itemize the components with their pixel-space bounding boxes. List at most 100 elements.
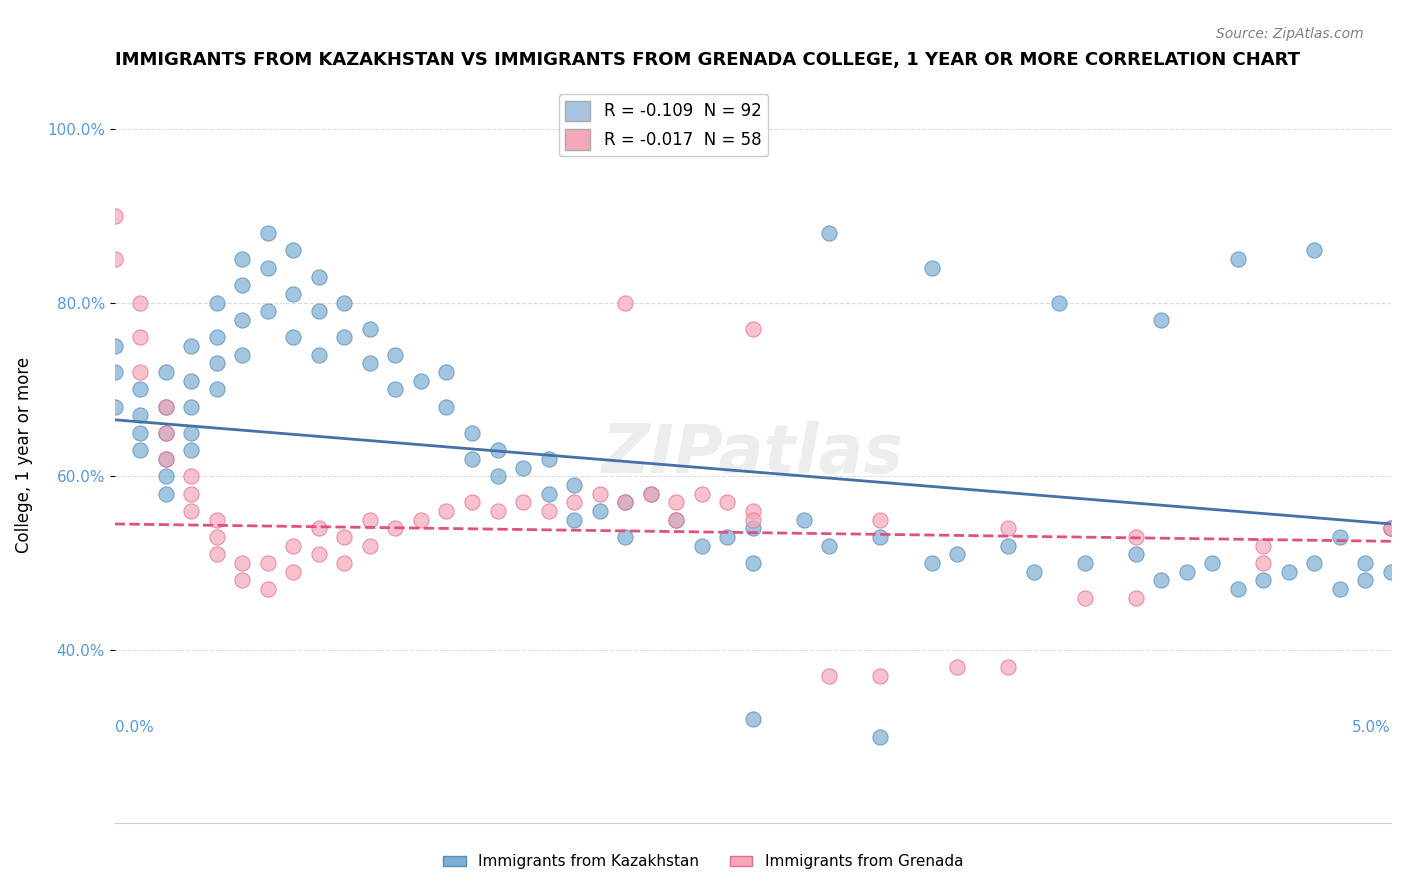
Point [818, 226, 841, 240]
Point [129, 409, 152, 423]
Point [231, 556, 253, 570]
Point [562, 513, 585, 527]
Point [155, 400, 177, 414]
Point [1253, 574, 1275, 588]
Point [741, 513, 763, 527]
Point [129, 425, 152, 440]
Point [104, 209, 127, 223]
Point [486, 469, 509, 483]
Point [359, 356, 381, 370]
Point [180, 339, 202, 353]
Point [231, 574, 253, 588]
Point [308, 521, 330, 535]
Point [1379, 521, 1402, 535]
Point [588, 486, 610, 500]
Point [1125, 591, 1147, 605]
Point [308, 269, 330, 284]
Point [409, 374, 432, 388]
Point [537, 504, 560, 518]
Point [741, 504, 763, 518]
Point [741, 712, 763, 726]
Point [1150, 313, 1173, 327]
Point [283, 286, 305, 301]
Point [741, 321, 763, 335]
Point [486, 443, 509, 458]
Point [333, 295, 356, 310]
Point [614, 295, 637, 310]
Point [180, 425, 202, 440]
Point [104, 365, 127, 379]
Point [716, 495, 738, 509]
Point [384, 383, 406, 397]
Text: 5.0%: 5.0% [1353, 720, 1391, 735]
Point [308, 348, 330, 362]
Point [283, 244, 305, 258]
Point [461, 425, 484, 440]
Point [436, 365, 458, 379]
Point [129, 383, 152, 397]
Point [486, 504, 509, 518]
Point [384, 348, 406, 362]
Point [231, 313, 253, 327]
Point [1278, 565, 1301, 579]
Point [155, 451, 177, 466]
Point [690, 539, 713, 553]
Text: ZIPatlas: ZIPatlas [602, 422, 904, 488]
Point [308, 304, 330, 318]
Point [359, 539, 381, 553]
Point [129, 295, 152, 310]
Point [665, 513, 688, 527]
Point [1226, 582, 1249, 596]
Point [997, 660, 1019, 674]
Point [461, 495, 484, 509]
Point [256, 226, 278, 240]
Point [1125, 547, 1147, 561]
Point [436, 400, 458, 414]
Point [1379, 565, 1402, 579]
Point [359, 321, 381, 335]
Point [665, 495, 688, 509]
Point [614, 495, 637, 509]
Point [1150, 574, 1173, 588]
Point [869, 513, 891, 527]
Point [384, 521, 406, 535]
Point [1354, 556, 1376, 570]
Point [359, 513, 381, 527]
Point [205, 356, 228, 370]
Point [180, 504, 202, 518]
Point [1073, 591, 1095, 605]
Point [461, 451, 484, 466]
Point [921, 260, 943, 275]
Point [256, 260, 278, 275]
Point [793, 513, 815, 527]
Point [283, 565, 305, 579]
Legend: Immigrants from Kazakhstan, Immigrants from Grenada: Immigrants from Kazakhstan, Immigrants f… [437, 848, 969, 875]
Point [1303, 244, 1326, 258]
Point [1303, 556, 1326, 570]
Point [1253, 556, 1275, 570]
Point [205, 530, 228, 544]
Point [180, 443, 202, 458]
Point [231, 348, 253, 362]
Point [614, 530, 637, 544]
Point [333, 330, 356, 344]
Point [512, 460, 534, 475]
Point [562, 478, 585, 492]
Point [537, 451, 560, 466]
Point [741, 556, 763, 570]
Point [155, 486, 177, 500]
Point [869, 669, 891, 683]
Text: IMMIGRANTS FROM KAZAKHSTAN VS IMMIGRANTS FROM GRENADA COLLEGE, 1 YEAR OR MORE CO: IMMIGRANTS FROM KAZAKHSTAN VS IMMIGRANTS… [115, 51, 1299, 69]
Point [256, 556, 278, 570]
Point [640, 486, 662, 500]
Point [155, 469, 177, 483]
Point [1329, 530, 1351, 544]
Point [231, 252, 253, 267]
Point [1175, 565, 1198, 579]
Point [180, 400, 202, 414]
Point [818, 539, 841, 553]
Point [512, 495, 534, 509]
Point [921, 556, 943, 570]
Point [1329, 582, 1351, 596]
Point [588, 504, 610, 518]
